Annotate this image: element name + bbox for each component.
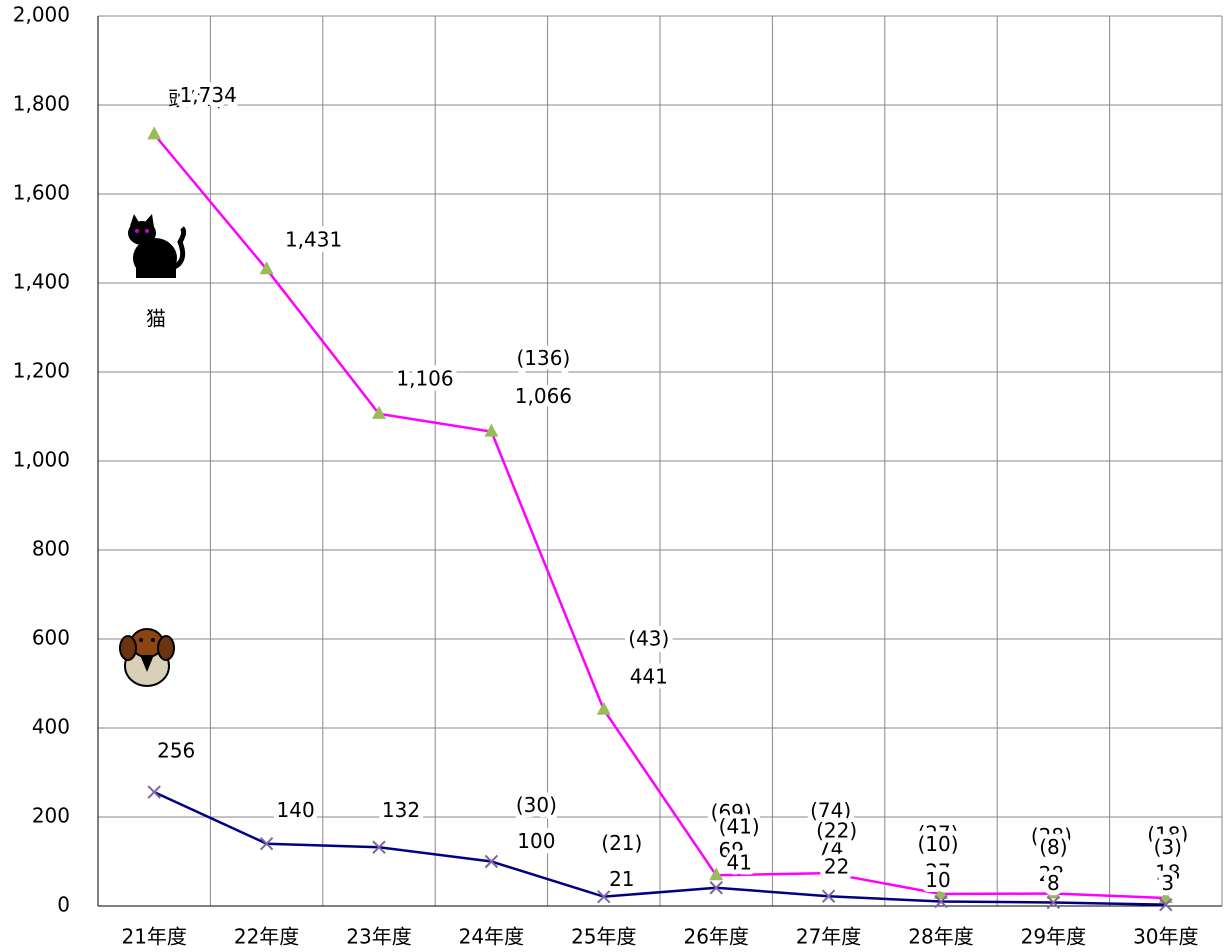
marker (484, 854, 499, 869)
marker (709, 881, 723, 895)
y-tick-label: 1,600 (13, 181, 70, 205)
cat-label: 猫 (146, 307, 166, 331)
paren-label: (43) (628, 626, 669, 650)
x-tick-label: 28年度 (908, 925, 973, 949)
marker (596, 701, 611, 715)
paren-label: (28) (1031, 824, 1072, 848)
dog-icon (119, 628, 175, 687)
marker (821, 889, 836, 903)
paren-label: (41) (719, 814, 760, 838)
y-tick-label: 600 (32, 626, 70, 650)
grid (97, 15, 1223, 907)
x-tick-label: 23年度 (346, 925, 411, 949)
y-tick-label: 1,400 (13, 270, 70, 294)
data-label: 74 (818, 837, 843, 861)
marker (1046, 895, 1061, 910)
x-tick-label: 21年度 (121, 925, 186, 949)
marker (484, 423, 499, 437)
x-tick-label: 29年度 (1021, 925, 1086, 949)
paren-label: (3) (1154, 835, 1182, 859)
series-line (153, 133, 1166, 900)
marker (934, 885, 948, 899)
y-tick-label: 1,200 (13, 359, 70, 383)
marker (709, 867, 724, 881)
x-tick-label: 30年度 (1133, 925, 1198, 949)
data-label: 28 (1039, 862, 1064, 886)
data-label: 10 (925, 868, 950, 892)
data-label: 21 (609, 867, 634, 891)
marker (1046, 885, 1061, 899)
marker (372, 405, 386, 419)
marker (821, 865, 836, 879)
paren-label: (22) (816, 819, 857, 843)
data-label: 8 (1047, 871, 1060, 895)
data-label: 100 (517, 829, 555, 853)
data-label: 1,066 (515, 384, 572, 408)
marker (1159, 897, 1173, 912)
unit-label: 頭(匹) (168, 87, 224, 111)
marker (259, 261, 274, 275)
marker (372, 840, 386, 854)
x-tick-label: 25年度 (571, 925, 636, 949)
marker (597, 889, 611, 904)
x-tick-label: 22年度 (234, 925, 299, 949)
y-tick-label: 2,000 (13, 3, 70, 27)
paren-label: (27) (917, 821, 958, 845)
y-tick-label: 800 (32, 537, 70, 561)
y-tick-label: 1,000 (13, 448, 70, 472)
paren-label: (10) (917, 832, 958, 856)
data-label: 441 (630, 664, 668, 688)
paren-label: (74) (810, 799, 851, 823)
data-label: 1,431 (285, 228, 342, 252)
cat-icon (128, 214, 187, 278)
data-label: 18 (1155, 860, 1180, 884)
paren-label: (30) (516, 793, 557, 817)
data-label: 256 (157, 739, 195, 763)
data-label: 27 (925, 859, 950, 883)
paren-label: (136) (517, 346, 571, 370)
x-tick-label: 26年度 (683, 925, 748, 949)
y-tick-label: 1,800 (13, 92, 70, 116)
marker (934, 894, 948, 909)
marker (147, 785, 161, 799)
paren-label: (21) (601, 831, 642, 855)
marker (1158, 889, 1173, 903)
data-label: 3 (1161, 871, 1174, 895)
marker (259, 836, 274, 851)
data-label: 69 (718, 838, 743, 862)
y-tick-label: 200 (32, 804, 70, 828)
data-label: 1,734 (180, 83, 237, 107)
paren-label: (8) (1039, 835, 1067, 859)
y-tick-label: 0 (57, 893, 70, 917)
data-label: 132 (382, 798, 420, 822)
paren-label: (69) (711, 800, 752, 824)
x-tick-label: 24年度 (459, 925, 524, 949)
marker (147, 126, 162, 140)
series-line (153, 790, 1166, 906)
data-label: 140 (277, 798, 315, 822)
data-label: 41 (726, 850, 751, 874)
y-tick-label: 400 (32, 715, 70, 739)
x-tick-label: 27年度 (796, 925, 861, 949)
data-label: 22 (824, 855, 849, 879)
data-label: 1,106 (396, 366, 453, 390)
paren-label: (18) (1147, 822, 1188, 846)
